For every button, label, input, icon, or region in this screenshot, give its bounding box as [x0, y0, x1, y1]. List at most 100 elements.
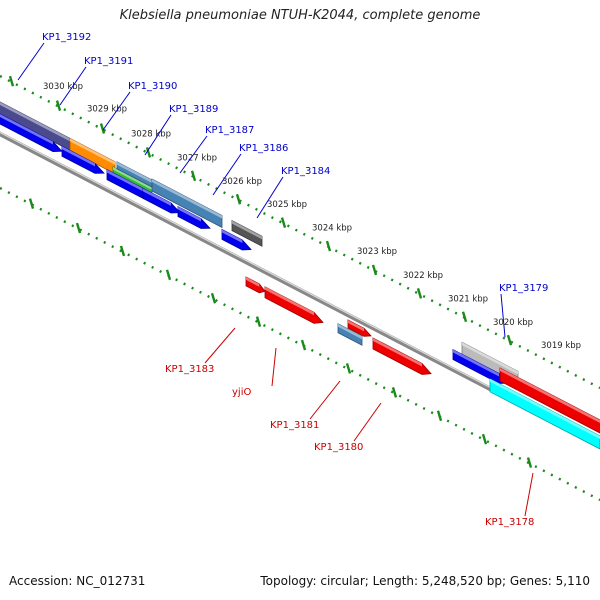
gene-feature-forward-arrow [61, 145, 105, 174]
gene-highlight [222, 229, 243, 243]
major-tick [506, 334, 513, 346]
accession-text: Accession: NC_012731 [9, 574, 146, 588]
map-title: Klebsiella pneumoniae NTUH-K2044, comple… [119, 8, 481, 23]
gene-leader-line [179, 135, 208, 174]
gene-leader-line [59, 66, 87, 106]
gene-feature-KP1_3184 [231, 219, 263, 247]
major-tick [55, 100, 62, 111]
major-tick [8, 75, 15, 87]
inner-major-tick [300, 339, 307, 351]
kbp-tick-layer: 3030 kbp 3029 kbp 3028 kbp 3027 kbp 3026 kbp… [0, 74, 600, 502]
tick-label: 3020 kbp [493, 318, 533, 328]
gene-label-KP1_3187: KP1_3187 [205, 125, 254, 136]
gene-label-KP1_3178: KP1_3178 [485, 517, 534, 528]
gene-label-KP1_3189: KP1_3189 [169, 104, 218, 115]
gene-label-KP1_3184: KP1_3184 [281, 166, 330, 177]
gene-label-KP1_3192: KP1_3192 [42, 32, 91, 43]
gene-feature-forward-arrow [0, 113, 63, 152]
gene-label-KP1_3181: KP1_3181 [270, 420, 319, 431]
tick-label: 3019 kbp [541, 341, 581, 351]
gene-feature-KP1_3181 [337, 323, 363, 346]
inner-major-tick [481, 433, 488, 445]
gene-highlight [265, 286, 314, 316]
tick-label: 3023 kbp [357, 247, 397, 257]
gene-feature-layer [0, 101, 600, 450]
gene-feature-forward-arrow [142, 187, 181, 214]
tick-label: 3027 kbp [177, 153, 217, 163]
gene-highlight [232, 220, 262, 240]
gene-feature-KP1_3187 [151, 178, 223, 229]
gene-highlight [490, 378, 600, 439]
gene-label-KP1_3180: KP1_3180 [314, 442, 363, 453]
tick-label: 3026 kbp [222, 177, 262, 187]
gene-highlight [70, 138, 115, 165]
gene-feature-forward-arrow [452, 348, 509, 384]
major-tick [416, 288, 423, 299]
gene-label-layer: KP1_3192 KP1_3191 KP1_3190 KP1_3189 KP1_3187… [17, 32, 548, 528]
gene-label-KP1_3186: KP1_3186 [239, 143, 288, 154]
gene-label-KP1_3183: KP1_3183 [165, 364, 214, 375]
gene-label-yjiO: yjiO [232, 387, 251, 398]
gene-feature-KP1_3183-small [245, 276, 266, 294]
tick-label: 3025 kbp [267, 200, 307, 210]
inner-major-tick [345, 363, 352, 374]
gene-leader-line [524, 472, 534, 517]
inner-major-tick [119, 245, 126, 257]
topology-text: Topology: circular; Length: 5,248,520 bp… [260, 574, 590, 588]
gene-highlight [462, 342, 518, 375]
major-tick [461, 311, 468, 323]
gene-feature-yjiO [264, 286, 324, 324]
gene-feature-small-red [347, 319, 372, 337]
gene-highlight [246, 276, 260, 287]
gene-leader-line [17, 42, 45, 81]
tick-label: 3030 kbp [43, 82, 83, 92]
major-tick [235, 193, 242, 205]
inner-major-tick [75, 222, 82, 234]
inner-major-tick [210, 292, 217, 304]
major-tick [99, 123, 106, 134]
gene-body [499, 367, 600, 434]
gene-highlight [62, 146, 95, 167]
gene-feature-KP1_3180 [372, 337, 432, 375]
inner-major-tick [391, 387, 398, 398]
gene-highlight [113, 166, 152, 191]
inner-major-tick [28, 198, 35, 209]
gene-feature-forward-arrow [177, 205, 211, 229]
major-tick [325, 240, 332, 252]
gene-highlight [0, 102, 70, 142]
gene-feature-red-arrow [499, 367, 600, 434]
tick-label: 3028 kbp [131, 130, 171, 140]
gene-highlight [178, 206, 201, 222]
gene-highlight [143, 188, 171, 206]
gene-leader-line [271, 347, 277, 387]
inner-major-tick [436, 410, 443, 422]
gene-feature-KP1_3178 [489, 378, 600, 450]
inner-major-tick [165, 269, 172, 281]
gene-highlight [348, 319, 365, 332]
gene-leader-line [144, 114, 172, 156]
inner-major-tick [526, 457, 533, 468]
gene-label-KP1_3190: KP1_3190 [128, 81, 177, 92]
gene-leader-line [353, 402, 382, 442]
tick-label: 3024 kbp [312, 224, 352, 234]
gene-highlight [117, 161, 152, 184]
gene-feature-forward-arrow [221, 228, 252, 251]
gene-leader-line [204, 327, 236, 364]
tick-label: 3022 kbp [403, 271, 443, 281]
major-tick [371, 264, 378, 276]
major-tick [145, 147, 152, 158]
gene-highlight [338, 323, 362, 340]
gene-leader-line [500, 293, 506, 338]
gene-leader-line [102, 91, 131, 131]
gene-highlight [152, 179, 222, 219]
major-tick [280, 217, 287, 228]
inner-major-tick [255, 316, 262, 327]
gene-highlight [373, 337, 422, 367]
gene-highlight [0, 114, 53, 145]
gene-leader-line [256, 176, 284, 219]
gene-label-KP1_3191: KP1_3191 [84, 56, 133, 67]
gene-highlight [107, 169, 144, 192]
gene-leader-line [212, 153, 242, 196]
